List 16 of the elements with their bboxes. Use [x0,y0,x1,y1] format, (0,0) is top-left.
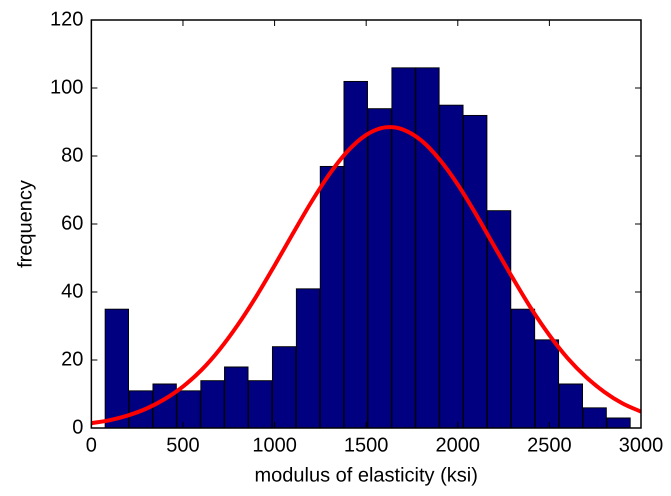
y-tick-label: 60 [61,212,84,235]
y-axis-title: frequency [14,180,37,268]
x-tick-label: 1000 [252,434,297,457]
y-tick-label: 40 [61,280,84,303]
y-tick-label: 120 [50,8,84,31]
x-axis-title: modulus of elasticity (ksi) [254,464,478,487]
x-tick-label: 2000 [436,434,480,457]
line-series [91,125,641,426]
x-tick-label: 3000 [618,434,664,457]
y-tick-label: 20 [61,348,84,371]
x-tick-label: 1500 [344,434,388,457]
y-tick-label: 100 [50,76,84,99]
x-tick-label: 500 [166,434,200,457]
y-tick-label: 80 [61,144,84,167]
x-tick-label: 2500 [527,434,572,457]
y-tick-label: 0 [72,416,84,439]
